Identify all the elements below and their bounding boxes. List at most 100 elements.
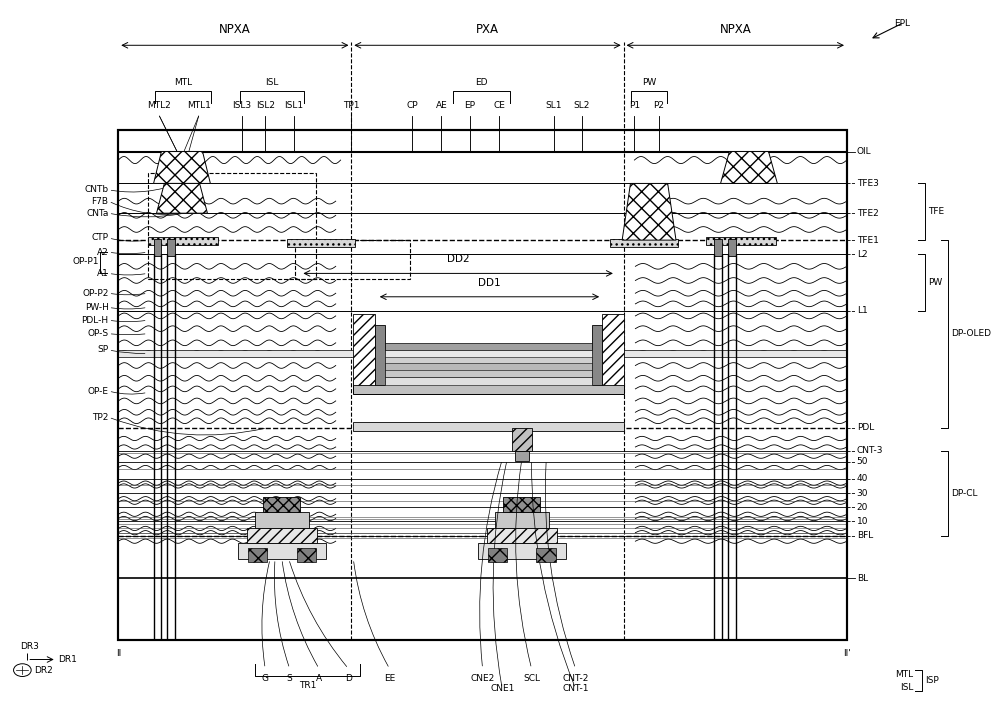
- Text: ISL: ISL: [265, 78, 279, 87]
- Bar: [706, 236, 776, 245]
- Bar: [295, 240, 410, 279]
- Text: ISP: ISP: [925, 676, 939, 685]
- Text: ED: ED: [475, 78, 488, 87]
- Text: TFE1: TFE1: [857, 236, 879, 245]
- Bar: [610, 238, 678, 247]
- Bar: [487, 528, 557, 543]
- Text: MTL: MTL: [895, 670, 913, 679]
- Text: OP-E: OP-E: [88, 386, 109, 396]
- Text: MTL: MTL: [174, 78, 192, 87]
- Bar: [385, 377, 592, 386]
- Text: BFL: BFL: [857, 531, 873, 540]
- Text: OIL: OIL: [857, 147, 871, 156]
- Bar: [255, 512, 309, 528]
- Text: F7B: F7B: [92, 196, 109, 206]
- Text: CNT-2: CNT-2: [562, 674, 589, 683]
- Text: TFE2: TFE2: [857, 208, 878, 218]
- Text: ISL: ISL: [900, 683, 913, 692]
- Text: SP: SP: [97, 346, 109, 354]
- Text: II': II': [843, 649, 851, 658]
- Circle shape: [14, 664, 31, 676]
- Bar: [118, 350, 847, 357]
- Text: L2: L2: [857, 250, 867, 258]
- Text: CTP: CTP: [92, 233, 109, 243]
- Text: SL2: SL2: [573, 101, 590, 111]
- Text: TFE3: TFE3: [857, 179, 879, 188]
- Bar: [154, 238, 161, 256]
- Bar: [385, 343, 592, 350]
- Text: PXA: PXA: [476, 23, 499, 36]
- Text: 20: 20: [857, 503, 868, 512]
- Bar: [238, 543, 326, 559]
- Text: NPXA: NPXA: [719, 23, 751, 36]
- Text: ISL2: ISL2: [256, 101, 275, 111]
- Text: NPXA: NPXA: [219, 23, 251, 36]
- Text: CNT-1: CNT-1: [562, 684, 589, 693]
- Text: CNE1: CNE1: [490, 684, 514, 693]
- Text: D: D: [345, 674, 352, 683]
- Text: CP: CP: [406, 101, 418, 111]
- Polygon shape: [721, 151, 777, 183]
- Text: 30: 30: [857, 488, 868, 498]
- Text: ISL3: ISL3: [232, 101, 251, 111]
- Text: OP-P2: OP-P2: [82, 288, 109, 298]
- Text: P1: P1: [629, 101, 640, 111]
- Text: TR1: TR1: [299, 681, 316, 690]
- Bar: [385, 368, 592, 377]
- Text: A1: A1: [97, 269, 109, 278]
- Polygon shape: [154, 151, 210, 183]
- Text: BL: BL: [857, 573, 868, 583]
- Text: SL1: SL1: [546, 101, 562, 111]
- Text: DR2: DR2: [34, 665, 53, 675]
- Text: SCL: SCL: [523, 674, 540, 683]
- Text: P2: P2: [653, 101, 664, 111]
- Bar: [297, 548, 316, 563]
- Bar: [287, 238, 355, 247]
- Text: EE: EE: [384, 674, 395, 683]
- Bar: [495, 512, 549, 528]
- Text: DD2: DD2: [447, 254, 469, 264]
- Text: AE: AE: [436, 101, 447, 111]
- Text: PW: PW: [642, 78, 656, 87]
- Text: 40: 40: [857, 474, 868, 483]
- Bar: [118, 130, 847, 640]
- Text: S: S: [287, 674, 293, 683]
- Bar: [385, 354, 592, 363]
- Text: II: II: [116, 649, 121, 658]
- Bar: [148, 173, 316, 279]
- Bar: [263, 496, 300, 512]
- Text: L1: L1: [857, 306, 867, 316]
- Bar: [728, 238, 736, 256]
- Bar: [375, 325, 385, 386]
- Bar: [503, 496, 540, 512]
- Text: MTL1: MTL1: [187, 101, 211, 111]
- Text: EP: EP: [464, 101, 475, 111]
- Text: 50: 50: [857, 458, 868, 466]
- Text: DP-OLED: DP-OLED: [951, 329, 991, 338]
- Polygon shape: [622, 183, 676, 240]
- Text: CNTb: CNTb: [84, 186, 109, 194]
- Bar: [247, 528, 317, 543]
- Bar: [148, 236, 218, 245]
- Text: TP2: TP2: [92, 413, 109, 422]
- Bar: [118, 130, 847, 640]
- Bar: [353, 314, 375, 386]
- Text: DD1: DD1: [478, 278, 501, 288]
- Text: PDL: PDL: [857, 423, 874, 433]
- Text: OP-P1: OP-P1: [72, 257, 99, 266]
- Bar: [714, 238, 722, 256]
- Text: OP-S: OP-S: [87, 329, 109, 338]
- Text: CNTa: CNTa: [86, 208, 109, 218]
- Text: 10: 10: [857, 517, 868, 526]
- Bar: [385, 348, 592, 357]
- Text: TP1: TP1: [343, 101, 360, 111]
- Text: MTL2: MTL2: [148, 101, 171, 111]
- Text: TFE: TFE: [928, 207, 944, 216]
- Text: CNT-3: CNT-3: [857, 446, 883, 455]
- Bar: [478, 543, 566, 559]
- Text: ISL1: ISL1: [284, 101, 303, 111]
- Bar: [488, 548, 507, 563]
- Bar: [515, 451, 529, 461]
- Text: DR1: DR1: [59, 655, 77, 664]
- Text: A: A: [316, 674, 322, 683]
